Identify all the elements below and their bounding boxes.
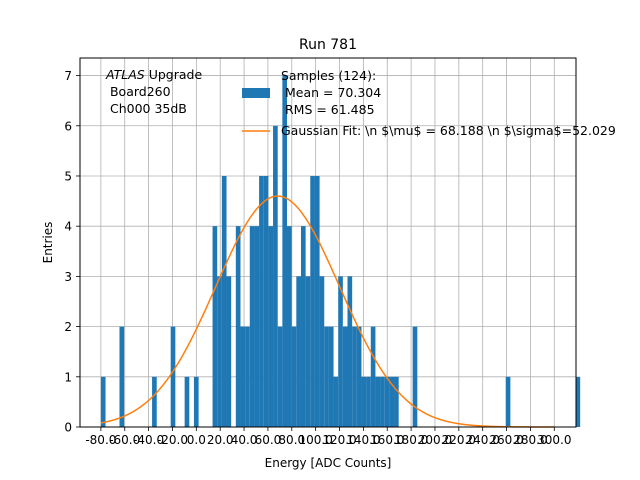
histogram-bar <box>287 226 292 427</box>
histogram-bar <box>152 376 157 427</box>
x-tick-label: 260.0 <box>489 433 523 447</box>
x-tick-label: 180.0 <box>394 433 428 447</box>
histogram-bars <box>100 75 581 428</box>
x-axis-ticks: -80.0-60.0-40.0-20.00.0 20.040.060.080.01… <box>85 427 571 447</box>
x-tick-label: 100.0 <box>298 433 332 447</box>
x-tick-label: 120.0 <box>322 433 356 447</box>
histogram-bar <box>575 376 581 427</box>
histogram-bar <box>226 276 232 427</box>
y-tick-label: 2 <box>64 320 72 334</box>
atlas-label: ATLAS <box>105 67 145 82</box>
legend-fit-label: Gaussian Fit: \n $\mu$ = 68.188 \n $\sig… <box>281 123 616 138</box>
histogram-bar <box>119 326 125 427</box>
board-label: Board260 <box>106 84 171 99</box>
legend: Samples (124): Mean = 70.304 RMS = 61.48… <box>242 68 616 138</box>
legend-samples-swatch <box>242 88 270 98</box>
histogram-bar <box>361 376 367 427</box>
histogram-bar <box>291 326 297 427</box>
histogram-bar <box>296 276 301 427</box>
histogram-bar <box>282 75 288 428</box>
x-tick-label: 300.0 <box>537 433 571 447</box>
x-axis-label: Energy [ADC Counts] <box>265 456 392 470</box>
y-axis-ticks: 0 1 2 3 4 5 6 7 <box>64 69 80 435</box>
histogram-bar <box>170 326 176 427</box>
histogram-bar <box>338 276 343 427</box>
histogram-bar <box>394 376 399 427</box>
atlas-annotation: ATLAS Upgrade Board260 Ch000 35dB <box>105 67 202 116</box>
y-tick-label: 3 <box>64 270 72 284</box>
histogram-bar <box>268 226 274 427</box>
histogram-bar <box>193 376 199 427</box>
histogram-bar <box>370 326 376 427</box>
histogram-bar <box>240 326 246 427</box>
x-tick-label: -20.0 <box>157 433 188 447</box>
x-tick-label: -40.0 <box>133 433 164 447</box>
y-tick-label: 4 <box>64 220 72 234</box>
y-tick-label: 1 <box>64 370 72 384</box>
histogram-bar <box>324 326 329 427</box>
histogram-bar <box>273 125 278 427</box>
histogram-bar <box>505 376 511 427</box>
x-tick-label: 240.0 <box>466 433 500 447</box>
x-tick-label: 60.0 <box>255 433 282 447</box>
svg-text:ATLAS Upgrade: ATLAS Upgrade <box>105 67 202 82</box>
histogram-bar <box>366 376 371 427</box>
histogram-bar <box>254 226 260 427</box>
upgrade-label: Upgrade <box>145 67 203 82</box>
y-tick-label: 0 <box>64 421 72 435</box>
histogram-bar <box>212 226 218 427</box>
x-tick-label: 140.0 <box>346 433 380 447</box>
histogram-bar <box>300 226 306 427</box>
histogram-bar <box>352 326 357 427</box>
x-tick-label: 220.0 <box>442 433 476 447</box>
histogram-bar <box>263 175 269 427</box>
x-tick-label: 280.0 <box>513 433 547 447</box>
y-tick-label: 6 <box>64 119 72 133</box>
histogram-bar <box>328 326 334 427</box>
x-tick-label: 160.0 <box>370 433 404 447</box>
x-tick-label: 20.0 <box>207 433 234 447</box>
histogram-bar <box>249 226 255 427</box>
x-tick-label: 0.0 <box>187 433 206 447</box>
histogram-bar <box>342 326 348 427</box>
x-tick-label: 200.0 <box>418 433 452 447</box>
histogram-bar <box>347 276 353 427</box>
y-tick-label: 5 <box>64 169 72 183</box>
gaussian-fit-curve <box>100 195 555 428</box>
histogram-bar <box>100 376 106 427</box>
x-tick-label: 40.0 <box>231 433 258 447</box>
histogram-bar <box>319 276 325 427</box>
histogram-bar <box>305 276 311 427</box>
y-axis-label: Entries <box>41 222 55 264</box>
histogram-bar <box>277 326 283 427</box>
histogram-bar <box>389 376 395 427</box>
histogram-bar <box>221 175 227 427</box>
histogram-bar <box>412 326 418 427</box>
histogram-bar <box>235 226 241 427</box>
histogram-bar <box>245 326 250 427</box>
channel-label: Ch000 35dB <box>106 101 187 116</box>
chart-title: Run 781 <box>299 37 357 53</box>
histogram-bar <box>384 376 390 427</box>
x-tick-label: -80.0 <box>85 433 116 447</box>
x-tick-label: 80.0 <box>278 433 305 447</box>
legend-samples-rms: RMS = 61.485 <box>281 102 375 117</box>
y-tick-label: 7 <box>64 69 72 83</box>
histogram-bar <box>375 376 381 427</box>
histogram-bar <box>380 376 385 427</box>
histogram-bar <box>314 175 320 427</box>
histogram-bar <box>310 175 315 427</box>
histogram-bar <box>184 376 190 427</box>
plot-frame <box>79 57 577 428</box>
legend-samples-count: Samples (124): <box>281 68 376 83</box>
histogram-bar <box>356 326 362 427</box>
histogram-bar <box>333 376 339 427</box>
x-tick-label: -60.0 <box>109 433 140 447</box>
histogram-bar <box>217 276 222 427</box>
legend-samples-mean: Mean = 70.304 <box>281 85 381 100</box>
histogram-bar <box>259 175 264 427</box>
